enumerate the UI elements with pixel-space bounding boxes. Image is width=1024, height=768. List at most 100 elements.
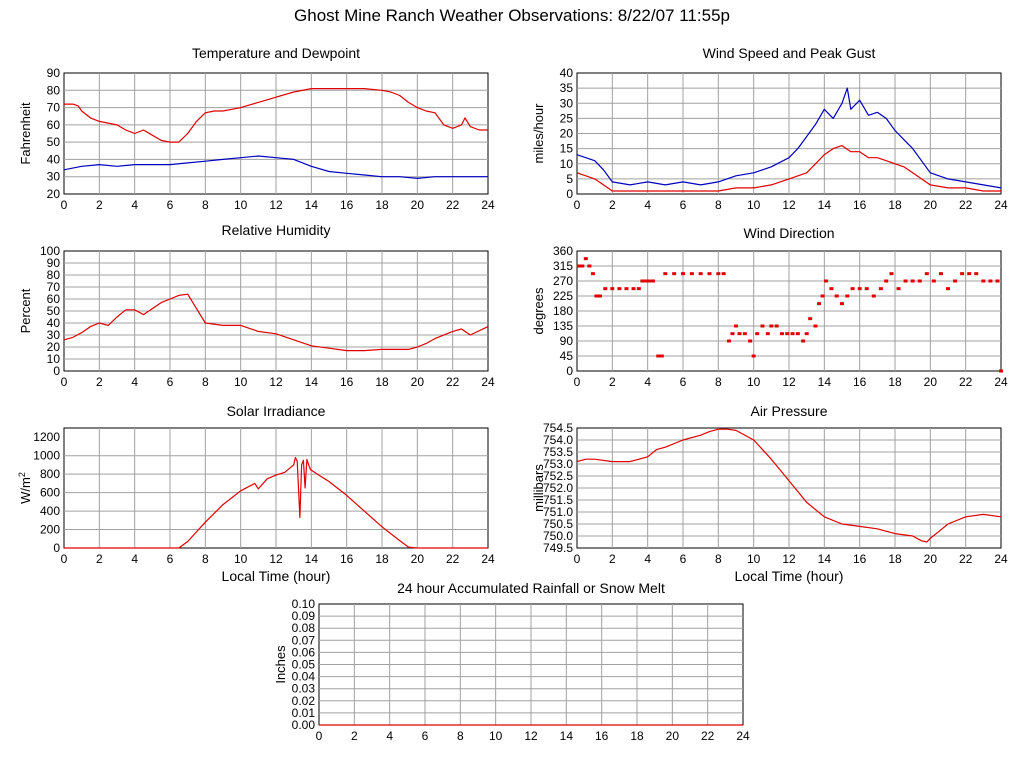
pressure-ytick-label: 750.5 — [543, 517, 573, 531]
solar-ytick-label: 200 — [40, 523, 60, 537]
temp-ytick-label: 20 — [47, 187, 61, 201]
wdir-point — [924, 272, 929, 276]
solar-xtick-label: 6 — [167, 552, 174, 566]
wdir-point — [734, 324, 738, 328]
temp-ytick-label: 70 — [47, 101, 61, 115]
solar-xtick-label: 16 — [340, 552, 354, 566]
pressure-ytick-label: 753.5 — [543, 445, 573, 459]
wdir-point — [594, 294, 599, 298]
solar-xtick-label: 2 — [96, 552, 103, 566]
temp-ytick-label: 80 — [47, 83, 61, 97]
rain-ytick-label: 0.01 — [292, 706, 316, 720]
pressure-ytick-label: 752.0 — [543, 481, 573, 495]
wdir-point — [981, 279, 986, 283]
wdir-ytick-label: 90 — [560, 334, 574, 348]
wdir-point — [624, 287, 629, 291]
temp-xtick-label: 24 — [481, 198, 495, 212]
solar-xtick-label: 18 — [375, 552, 389, 566]
solar-xtick-label: 24 — [481, 552, 495, 566]
rain-xtick-label: 4 — [386, 729, 393, 743]
wind-xtick-label: 2 — [609, 198, 616, 212]
wdir-point — [808, 317, 813, 321]
pressure-xtick-label: 6 — [680, 552, 687, 566]
rh-ytick-label: 30 — [47, 328, 61, 342]
wdir-point — [742, 332, 747, 336]
pressure-ytick-label: 754.5 — [543, 421, 573, 435]
pressure-ylabel: millibars — [531, 464, 546, 512]
pressure-ytick-label: 751.0 — [543, 505, 573, 519]
wdir-xtick-label: 20 — [924, 375, 938, 389]
rain-xtick-label: 14 — [560, 729, 574, 743]
wind-ytick-label: 40 — [560, 66, 574, 80]
wdir-xtick-label: 12 — [782, 375, 796, 389]
wdir-point — [617, 287, 622, 291]
rh-ytick-label: 0 — [53, 364, 60, 378]
rain-xtick-label: 18 — [630, 729, 644, 743]
wdir-point — [917, 279, 922, 283]
rh-ytick-label: 10 — [47, 352, 61, 366]
temp-xtick-label: 10 — [234, 198, 248, 212]
wdir-point — [751, 354, 756, 358]
wdir-point — [721, 272, 726, 276]
solar-ytick-label: 600 — [40, 486, 60, 500]
temp-ytick-label: 30 — [47, 170, 61, 184]
wdir-point — [834, 294, 839, 298]
rain-ytick-label: 0.02 — [292, 694, 316, 708]
page-title: Ghost Mine Ranch Weather Observations: 8… — [294, 6, 730, 25]
temp-xtick-label: 8 — [202, 198, 209, 212]
wdir-point — [672, 272, 677, 276]
wdir-point — [999, 369, 1003, 373]
wdir-title: Wind Direction — [743, 225, 834, 241]
rain-ytick-label: 0.07 — [292, 633, 316, 647]
temp-ytick-label: 90 — [47, 66, 61, 80]
wdir-point — [583, 257, 588, 261]
pressure-ytick-label: 752.5 — [543, 469, 573, 483]
rain-ytick-label: 0.04 — [292, 670, 316, 684]
wind-xtick-label: 14 — [818, 198, 832, 212]
wdir-point — [663, 272, 668, 276]
wdir-point — [857, 287, 862, 291]
rh-xtick-label: 4 — [131, 375, 138, 389]
pressure-ytick-label: 753.0 — [543, 457, 573, 471]
wdir-point — [871, 294, 876, 298]
wdir-xtick-label: 14 — [818, 375, 832, 389]
pressure-xtick-label: 2 — [609, 552, 616, 566]
wdir-point — [938, 272, 943, 276]
temp-xtick-label: 16 — [340, 198, 354, 212]
rain-xtick-label: 16 — [595, 729, 609, 743]
wdir-ytick-label: 315 — [553, 259, 573, 273]
wdir-point — [974, 272, 979, 276]
pressure-series-line — [576, 428, 1002, 543]
wdir-point — [640, 279, 645, 283]
temp-series-line — [63, 155, 488, 179]
rh-xtick-label: 20 — [411, 375, 425, 389]
wdir-point — [760, 324, 765, 328]
wdir-point — [716, 272, 721, 276]
rh-ytick-label: 50 — [47, 304, 61, 318]
temp-xtick-label: 2 — [96, 198, 103, 212]
wdir-point — [610, 287, 615, 291]
rain-xtick-label: 20 — [666, 729, 680, 743]
wind-ytick-label: 35 — [560, 81, 574, 95]
rain-ytick-label: 0.06 — [292, 645, 316, 659]
pressure-chart: 0 2 4 6 8 10 12 14 16 18 20 22 24749.5750.0750.5751.… — [531, 403, 1008, 584]
rh-ytick-label: 90 — [47, 256, 61, 270]
temp-xtick-label: 14 — [305, 198, 319, 212]
wdir-point — [878, 287, 883, 291]
wdir-point — [790, 332, 795, 336]
wdir-ytick-label: 225 — [553, 289, 573, 303]
solar-xtick-label: 22 — [446, 552, 460, 566]
wind-ytick-label: 10 — [560, 157, 574, 171]
rh-xtick-label: 8 — [202, 375, 209, 389]
wdir-point — [820, 294, 825, 298]
pressure-xtick-label: 8 — [715, 552, 722, 566]
wdir-point — [689, 272, 694, 276]
wind-ytick-label: 30 — [560, 96, 574, 110]
wdir-point — [636, 287, 641, 291]
wind-ytick-label: 15 — [560, 142, 574, 156]
wdir-point — [995, 279, 1000, 283]
wdir-point — [889, 272, 894, 276]
wind-xtick-label: 16 — [853, 198, 867, 212]
wdir-point — [795, 332, 800, 336]
